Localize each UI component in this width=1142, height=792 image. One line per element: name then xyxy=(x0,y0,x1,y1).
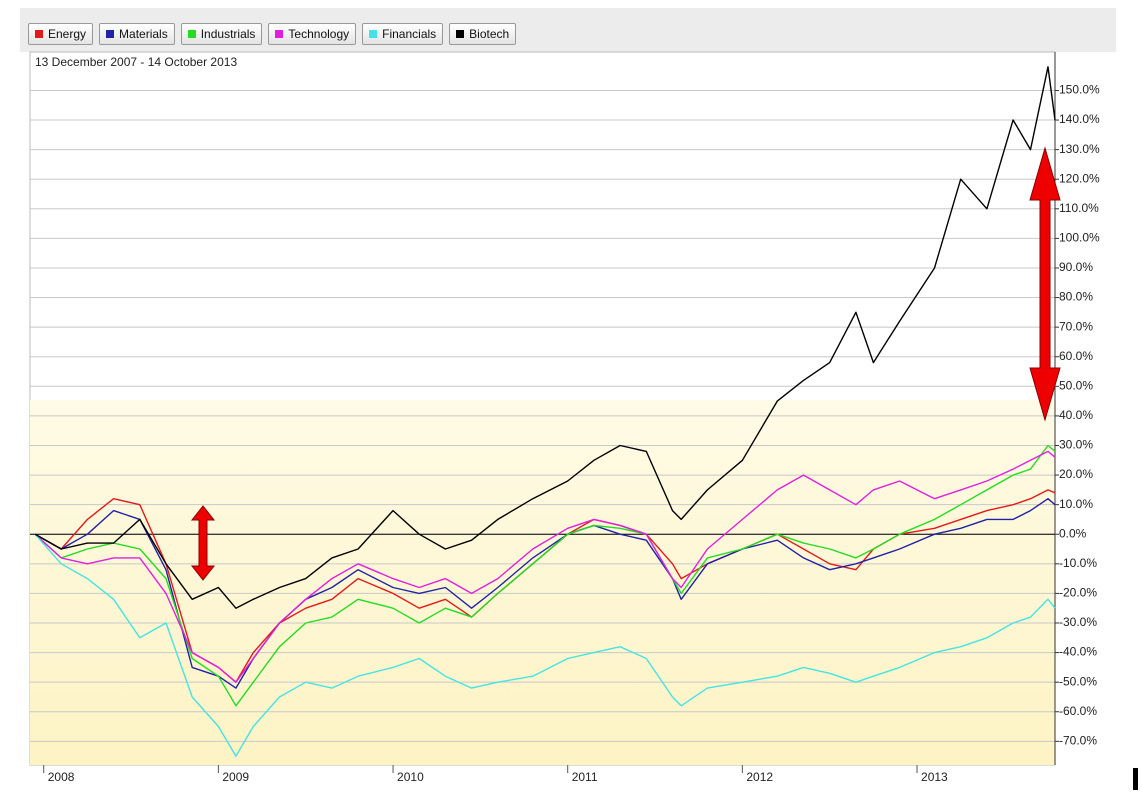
legend-item[interactable]: Technology xyxy=(268,23,357,45)
y-tick-label: 130.0% xyxy=(1059,142,1100,156)
legend-label: Energy xyxy=(48,27,87,41)
y-tick-label: -70.0% xyxy=(1059,734,1097,748)
y-tick-label: -20.0% xyxy=(1059,586,1097,600)
y-tick-label: 30.0% xyxy=(1059,438,1093,452)
y-tick-label: 140.0% xyxy=(1059,112,1100,126)
legend-item[interactable]: Financials xyxy=(362,23,444,45)
x-tick-label: 2010 xyxy=(397,770,424,784)
y-tick-label: 10.0% xyxy=(1059,497,1093,511)
legend-swatch xyxy=(369,30,378,38)
plot-shade xyxy=(30,400,1055,765)
legend-label: Biotech xyxy=(469,27,510,41)
legend-item[interactable]: Materials xyxy=(99,23,175,45)
legend-swatch xyxy=(456,30,465,38)
scroll-marker xyxy=(1133,768,1138,790)
y-tick-label: 90.0% xyxy=(1059,260,1093,274)
y-tick-label: -40.0% xyxy=(1059,645,1097,659)
y-tick-label: -10.0% xyxy=(1059,556,1097,570)
y-tick-label: 70.0% xyxy=(1059,319,1093,333)
y-tick-label: 100.0% xyxy=(1059,231,1100,245)
series-line xyxy=(34,533,1056,757)
y-tick-label: 80.0% xyxy=(1059,290,1093,304)
y-tick-label: 60.0% xyxy=(1059,349,1093,363)
y-tick-label: 150.0% xyxy=(1059,83,1100,97)
y-tick-label: -30.0% xyxy=(1059,615,1097,629)
y-tick-label: 120.0% xyxy=(1059,171,1100,185)
legend-item[interactable]: Biotech xyxy=(449,23,517,45)
y-tick-label: 0.0% xyxy=(1059,526,1087,540)
legend-label: Materials xyxy=(119,27,168,41)
legend-label: Technology xyxy=(288,27,350,41)
legend-item[interactable]: Industrials xyxy=(180,23,263,45)
legend-label: Industrials xyxy=(200,27,256,41)
y-tick-label: 20.0% xyxy=(1059,467,1093,481)
x-tick-label: 2008 xyxy=(48,770,75,784)
legend-item[interactable]: Energy xyxy=(28,23,94,45)
x-tick-label: 2012 xyxy=(746,770,773,784)
x-tick-label: 2009 xyxy=(222,770,249,784)
x-tick-label: 2013 xyxy=(921,770,948,784)
legend-label: Financials xyxy=(382,27,437,41)
y-tick-label: 50.0% xyxy=(1059,378,1093,392)
x-tick-label: 2011 xyxy=(572,770,598,784)
subtitle: 13 December 2007 - 14 October 2013 xyxy=(35,55,237,69)
y-tick-label: -60.0% xyxy=(1059,704,1097,718)
series-line xyxy=(34,444,1056,707)
y-tick-label: 110.0% xyxy=(1059,201,1099,215)
legend-swatch xyxy=(187,30,196,38)
legend: Energy Materials Industrials Technology Fina… xyxy=(28,23,517,45)
legend-swatch xyxy=(275,30,284,38)
legend-swatch xyxy=(35,30,43,38)
legend-swatch xyxy=(106,30,115,38)
annotation-arrow xyxy=(190,146,1061,581)
y-tick-label: -50.0% xyxy=(1059,674,1097,688)
y-tick-label: 40.0% xyxy=(1059,408,1093,422)
series-line xyxy=(34,66,1056,609)
series-line xyxy=(34,450,1056,683)
